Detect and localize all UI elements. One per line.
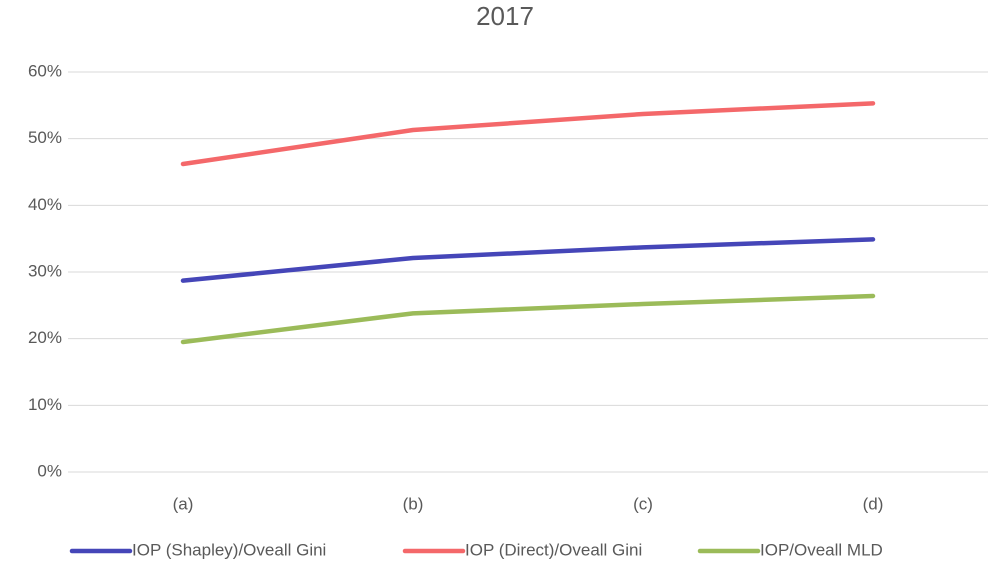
- series-line: [180, 101, 876, 167]
- x-tick-label: (a): [173, 494, 194, 513]
- legend-label: IOP (Shapley)/Oveall Gini: [132, 540, 326, 559]
- y-tick-label: 20%: [28, 328, 62, 347]
- y-tick-label: 60%: [28, 61, 62, 80]
- y-tick-label: 30%: [28, 261, 62, 280]
- x-tick-label: (b): [403, 494, 424, 513]
- legend-label: IOP/Oveall MLD: [760, 540, 883, 559]
- y-tick-label: 50%: [28, 128, 62, 147]
- x-tick-label: (c): [633, 494, 653, 513]
- x-tick-label: (d): [863, 494, 884, 513]
- y-tick-label: 40%: [28, 195, 62, 214]
- series-line: [180, 293, 876, 345]
- series-line: [180, 237, 876, 283]
- y-tick-label: 0%: [37, 461, 62, 480]
- legend-label: IOP (Direct)/Oveall Gini: [465, 540, 642, 559]
- y-tick-label: 10%: [28, 395, 62, 414]
- chart-title: 2017: [476, 1, 534, 31]
